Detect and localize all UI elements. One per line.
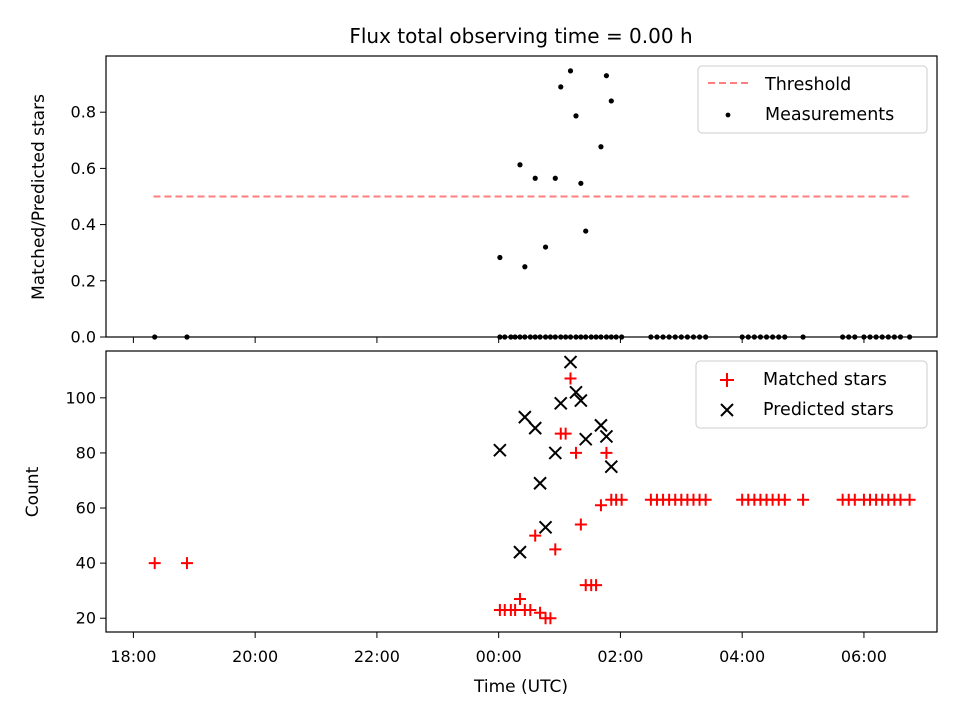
legend-predicted-label: Predicted stars: [763, 400, 894, 420]
x-tick-label: 20:00: [232, 647, 278, 666]
y-tick-label: 0.2: [71, 271, 96, 290]
y-tick-label: 60: [76, 499, 96, 518]
predicted-star-point: [538, 520, 553, 535]
predicted-star-point: [513, 545, 527, 559]
bottom-y-axis-label: Count: [23, 466, 43, 517]
matched-star-point: [778, 493, 791, 506]
predicted-star-point: [548, 446, 562, 460]
x-tick-label: 04:00: [719, 647, 765, 666]
y-tick-label: 20: [76, 609, 96, 628]
measurement-point: [567, 68, 574, 74]
measurement-point: [573, 113, 579, 119]
bottom-legend-box: [695, 360, 928, 429]
bottom-panel: Count Time (UTC) 20 40 60 80 100 18:00 20:00 2…: [23, 350, 938, 697]
matched-star-point: [549, 543, 562, 556]
matched-star-point: [148, 557, 161, 570]
predicted-star-point: [563, 355, 578, 369]
y-tick-label: 0.6: [71, 159, 96, 178]
bottom-y-ticks: 20 40 60 80 100: [65, 388, 106, 628]
chart-title: Flux total observing time = 0.00 h: [349, 24, 692, 48]
predicted-star-point: [569, 385, 583, 400]
predicted-star-point: [594, 418, 608, 433]
top-y-axis-label: Matched/Predicted stars: [29, 94, 49, 300]
matched-star-point: [524, 603, 537, 616]
measurement-point: [517, 162, 523, 168]
top-legend-box: [697, 65, 928, 134]
matched-star-point: [574, 518, 587, 531]
predicted-star-point: [554, 396, 568, 411]
y-tick-label: 0.4: [71, 215, 96, 234]
measurement-point: [558, 84, 564, 90]
measurement-point: [532, 175, 538, 181]
measurement-point: [522, 264, 528, 270]
predicted-star-point: [599, 429, 614, 444]
bottom-plot-frame: [105, 350, 938, 633]
matched-star-point: [594, 499, 607, 512]
matched-star-point: [903, 493, 916, 506]
matched-star-point: [559, 427, 572, 440]
matched-star-point: [564, 372, 577, 385]
predicted-star-point: [579, 432, 593, 446]
top-panel: Flux total observing time = 0.00 h Match…: [29, 24, 938, 347]
matched-star-point: [600, 446, 613, 459]
matched-star-point: [797, 493, 810, 506]
matched-star-point: [529, 529, 542, 542]
bottom-legend: Matched stars Predicted stars: [695, 360, 928, 429]
y-tick-label: 0.0: [71, 328, 96, 347]
x-tick-label: 22:00: [354, 647, 400, 666]
predicted-star-point: [493, 443, 507, 457]
measurement-point: [542, 244, 549, 250]
legend-measurements-label: Measurements: [765, 105, 894, 125]
measurement-point: [583, 228, 589, 234]
predicted-star-point: [533, 476, 547, 490]
y-tick-label: 100: [65, 388, 96, 407]
measurement-point: [578, 180, 584, 186]
matched-star-point: [180, 557, 193, 570]
legend-matched-swatch: [720, 373, 734, 387]
x-tick-label: 02:00: [597, 647, 643, 666]
top-legend: Threshold Measurements: [697, 65, 928, 134]
matched-star-point: [569, 446, 582, 459]
matched-star-point: [590, 579, 603, 592]
y-tick-label: 0.8: [71, 103, 96, 122]
top-plot-frame: [105, 55, 938, 338]
top-y-ticks: 0.0 0.2 0.4 0.6 0.8: [71, 103, 106, 347]
legend-predicted-swatch: [720, 403, 734, 417]
matched-star-point: [544, 612, 557, 625]
matched-star-point: [699, 493, 712, 506]
predicted-star-point: [518, 410, 532, 424]
bottom-x-ticks: 18:00 20:00 22:00 00:00 02:00 04:00 06:00: [110, 632, 887, 666]
predicted-star-point: [604, 459, 619, 474]
x-tick-label: 06:00: [841, 647, 887, 666]
measurement-point: [603, 73, 610, 79]
legend-measurements-swatch: [725, 112, 731, 118]
measurement-point: [598, 144, 604, 150]
bottom-plot-marks: [148, 355, 916, 625]
matched-star-point: [534, 606, 547, 619]
predicted-star-point: [574, 393, 588, 408]
measurement-point: [608, 98, 614, 104]
legend-matched-label: Matched stars: [763, 370, 887, 390]
legend-threshold-label: Threshold: [764, 75, 851, 95]
x-tick-label: 18:00: [110, 647, 156, 666]
x-axis-label: Time (UTC): [473, 677, 568, 697]
top-plot-marks: [152, 68, 913, 340]
x-tick-label: 00:00: [476, 647, 522, 666]
y-tick-label: 80: [76, 443, 96, 462]
matched-star-point: [513, 592, 526, 605]
measurement-point: [497, 254, 503, 261]
matched-star-point: [615, 493, 628, 506]
measurement-point: [552, 175, 558, 181]
y-tick-label: 40: [76, 554, 96, 573]
predicted-star-point: [528, 421, 542, 435]
